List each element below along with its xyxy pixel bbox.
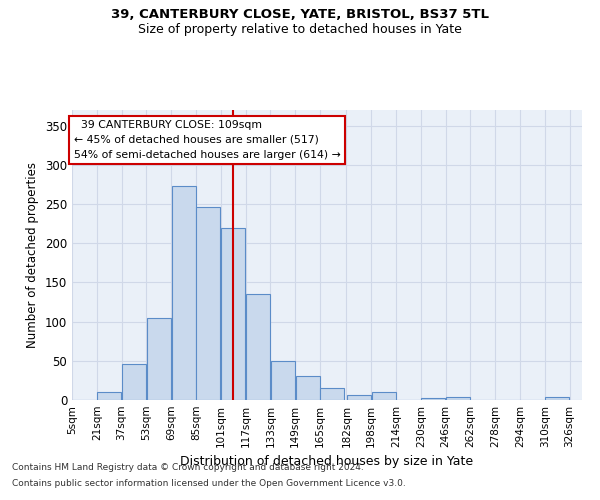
Text: Contains public sector information licensed under the Open Government Licence v3: Contains public sector information licen… [12,478,406,488]
Bar [122,364,146,400]
Text: 39, CANTERBURY CLOSE, YATE, BRISTOL, BS37 5TL: 39, CANTERBURY CLOSE, YATE, BRISTOL, BS3… [111,8,489,20]
Bar [97,392,121,400]
Bar [320,388,344,400]
Text: Size of property relative to detached houses in Yate: Size of property relative to detached ho… [138,22,462,36]
Bar [446,397,470,400]
Bar [196,207,220,400]
Bar [221,228,245,400]
Bar [147,318,171,400]
Y-axis label: Number of detached properties: Number of detached properties [26,162,40,348]
Bar [371,392,395,400]
Bar [172,186,196,400]
Text: Contains HM Land Registry data © Crown copyright and database right 2024.: Contains HM Land Registry data © Crown c… [12,464,364,472]
Bar [347,394,371,400]
Bar [296,376,320,400]
Bar [246,294,270,400]
Text: 39 CANTERBURY CLOSE: 109sqm
← 45% of detached houses are smaller (517)
54% of se: 39 CANTERBURY CLOSE: 109sqm ← 45% of det… [74,120,340,160]
Bar [545,397,569,400]
Bar [421,398,445,400]
X-axis label: Distribution of detached houses by size in Yate: Distribution of detached houses by size … [181,456,473,468]
Bar [271,361,295,400]
